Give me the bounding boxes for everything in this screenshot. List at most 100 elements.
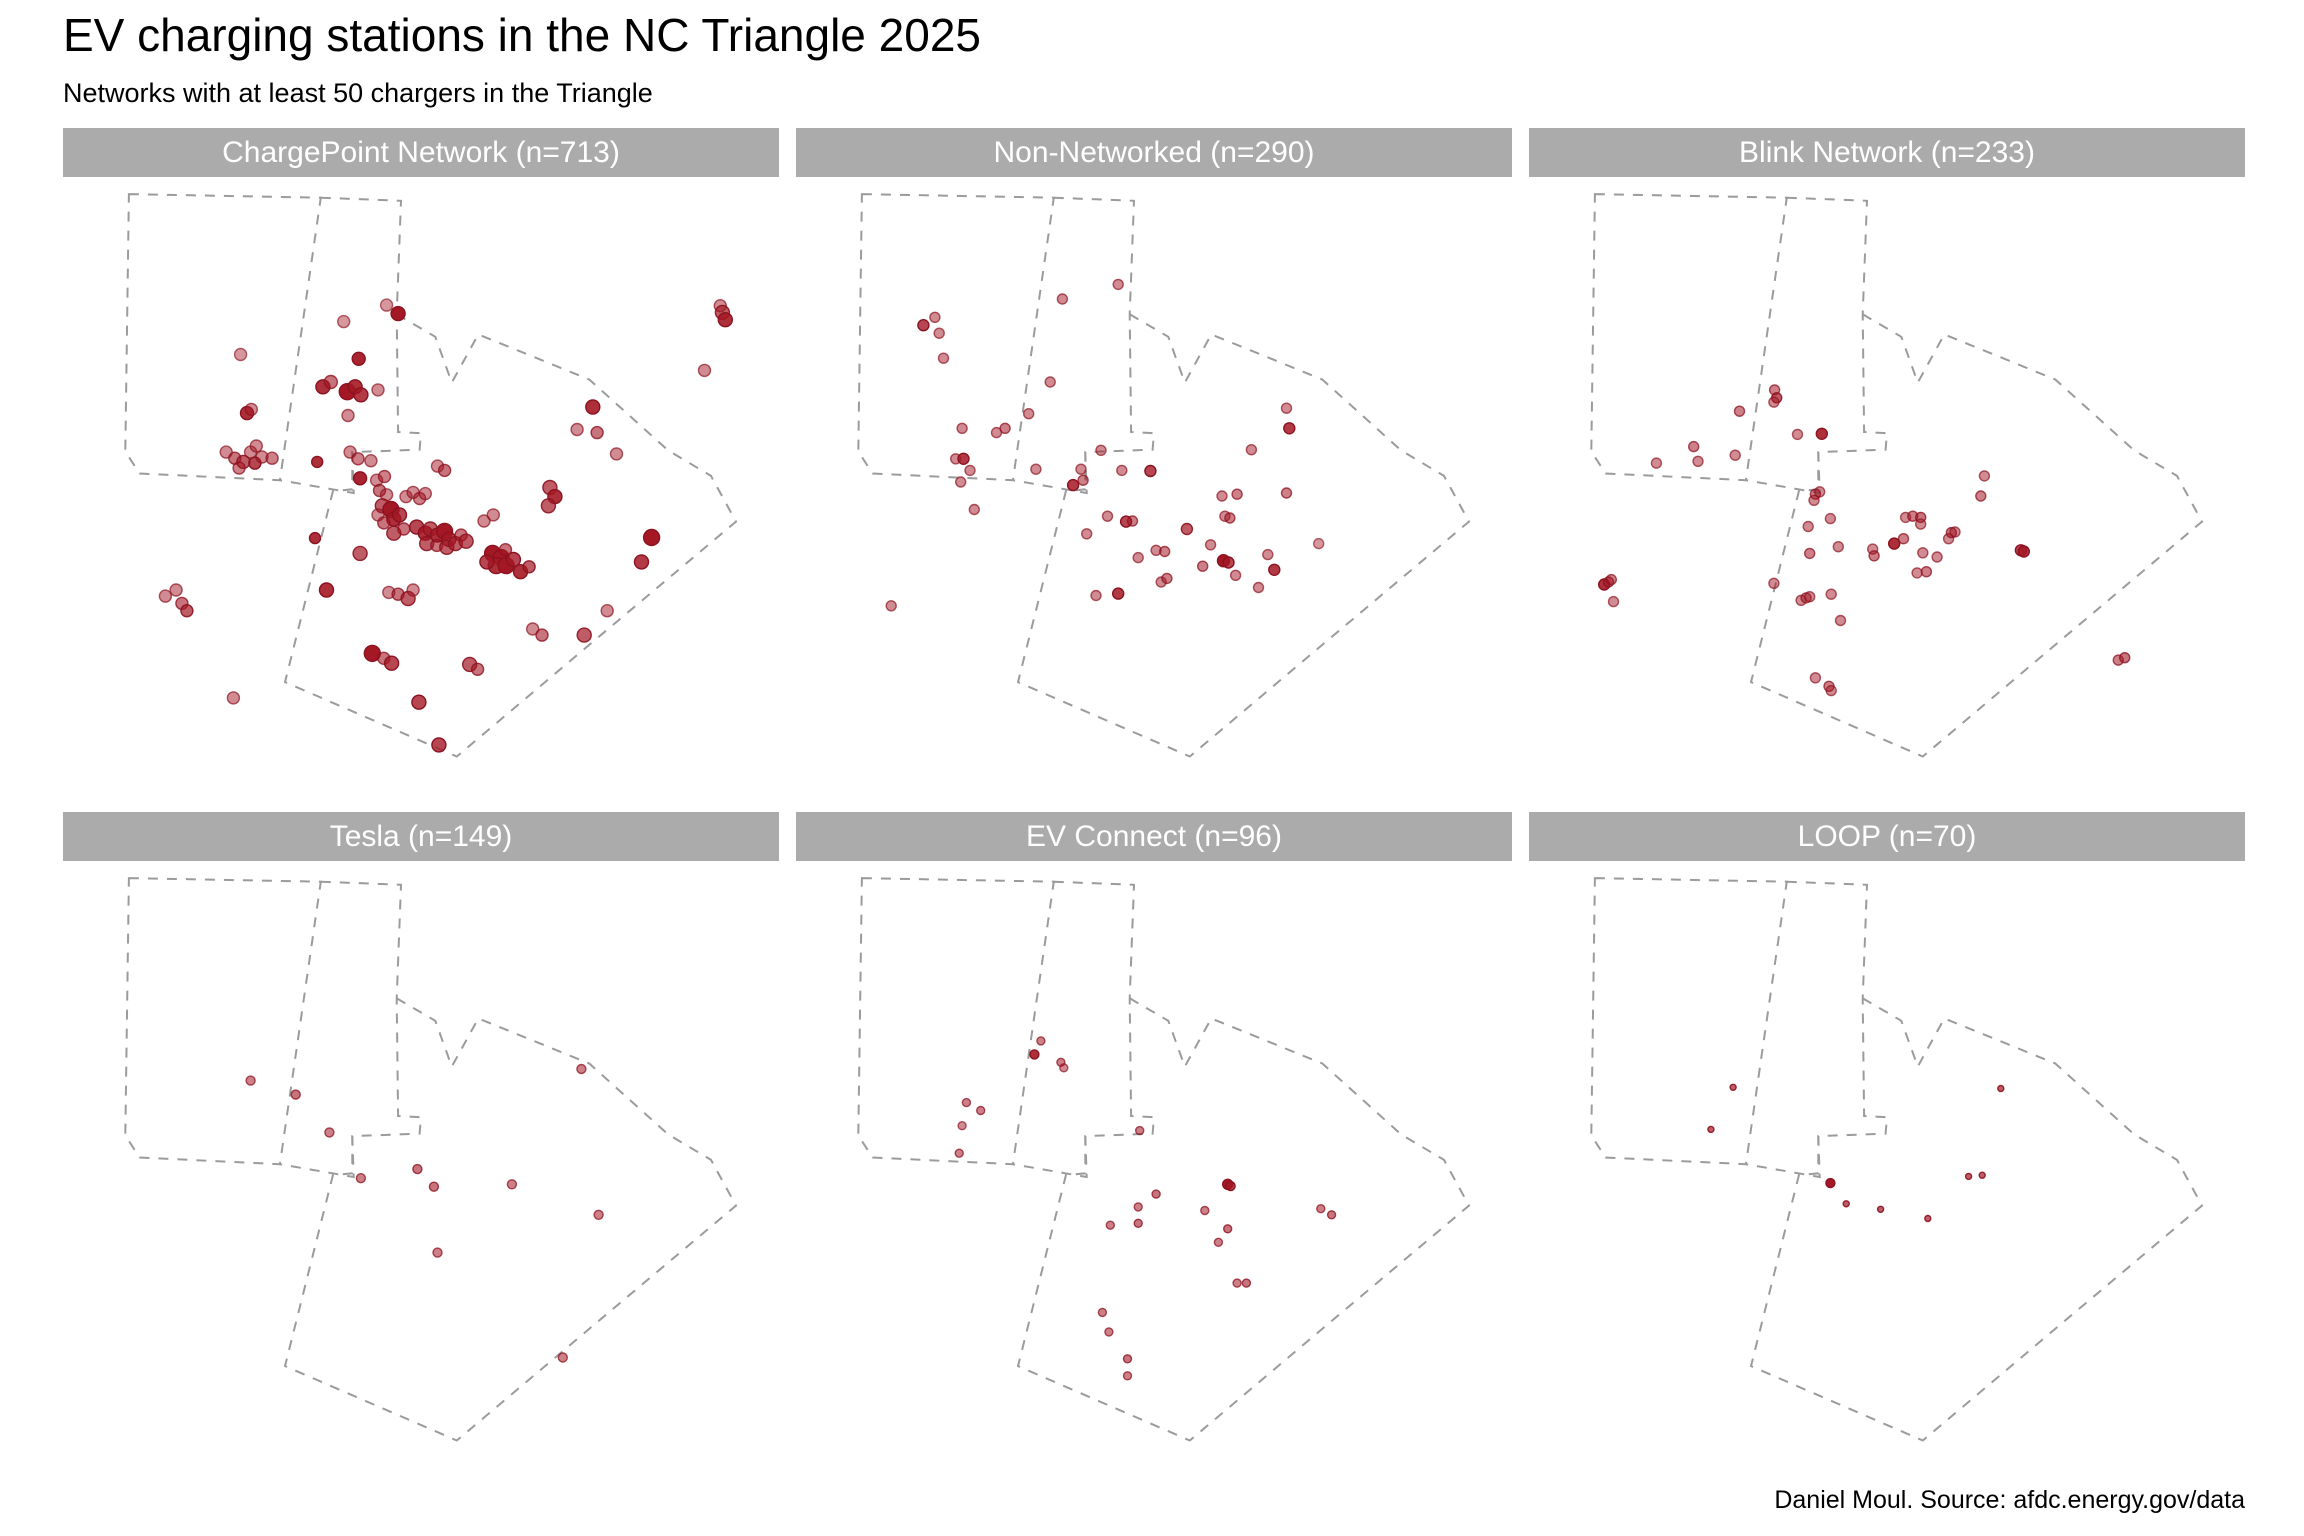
station-point	[1222, 556, 1235, 569]
station-point	[431, 737, 447, 753]
station-point	[964, 464, 976, 477]
station-point	[593, 1209, 604, 1220]
facet-map-ev-connect	[796, 861, 1512, 1471]
station-point	[1066, 478, 1080, 492]
facet-strip-label: Blink Network (n=233)	[1529, 128, 2245, 177]
station-point	[1804, 547, 1816, 560]
station-point	[1245, 444, 1258, 456]
station-point	[458, 533, 474, 549]
county-boundary	[124, 877, 322, 1166]
station-point	[1815, 427, 1828, 440]
station-point	[1133, 1218, 1143, 1228]
station-point	[2119, 652, 2131, 664]
station-point	[1915, 518, 1927, 530]
station-point	[1607, 595, 1620, 608]
station-point	[1122, 1354, 1133, 1364]
county-boundary	[1012, 196, 1156, 495]
station-point	[341, 408, 355, 423]
facet-map-tesla	[63, 861, 779, 1471]
station-point	[428, 1181, 440, 1192]
station-point	[1090, 589, 1102, 602]
chart-title: EV charging stations in the NC Triangle …	[63, 9, 981, 61]
facet-tesla: Tesla (n=149)	[63, 812, 779, 1471]
station-point	[917, 318, 930, 332]
station-point	[249, 439, 264, 453]
station-point	[432, 1247, 443, 1258]
station-point	[397, 522, 411, 536]
station-point	[1159, 545, 1171, 558]
station-point	[1056, 293, 1069, 305]
station-point	[290, 1089, 301, 1100]
county-boundary	[124, 193, 322, 482]
county-boundary	[1012, 880, 1156, 1179]
station-point	[1791, 428, 1804, 441]
station-point	[308, 531, 322, 545]
station-point	[412, 1163, 423, 1175]
station-point	[498, 543, 513, 557]
station-point	[477, 514, 491, 528]
station-point	[1808, 494, 1820, 506]
facet-strip-label: Tesla (n=149)	[63, 812, 779, 861]
station-point	[479, 554, 495, 570]
station-point	[1868, 550, 1880, 562]
county-boundary	[283, 313, 738, 758]
station-point	[999, 422, 1011, 435]
station-point	[697, 363, 712, 378]
station-point	[353, 387, 369, 403]
station-point	[1232, 1278, 1242, 1288]
station-point	[590, 425, 604, 440]
station-point	[1116, 464, 1128, 477]
station-point	[1029, 1049, 1040, 1060]
station-point	[1097, 1307, 1108, 1318]
station-point	[390, 305, 406, 322]
station-point	[1814, 486, 1826, 498]
station-point	[1225, 1180, 1236, 1192]
station-point	[1824, 512, 1837, 525]
station-point	[885, 600, 897, 612]
station-point	[576, 1063, 587, 1075]
facet-non-networked: Non-Networked (n=290)	[796, 128, 1512, 787]
station-point	[1135, 1125, 1145, 1136]
station-point	[1920, 566, 1933, 578]
station-point	[1931, 551, 1943, 563]
county-boundary	[279, 880, 423, 1179]
station-point	[411, 694, 427, 710]
station-point	[1144, 464, 1157, 478]
station-point	[1729, 449, 1741, 461]
station-point	[1105, 1220, 1115, 1230]
station-point	[1151, 1189, 1161, 1199]
station-point	[1229, 569, 1242, 581]
facet-map-blink	[1529, 177, 2245, 787]
station-point	[1213, 1237, 1224, 1247]
station-point	[1825, 1177, 1836, 1189]
station-point	[371, 508, 385, 522]
station-point	[1126, 515, 1139, 527]
station-point	[245, 1075, 256, 1086]
facet-ev-connect: EV Connect (n=96)	[796, 812, 1512, 1471]
station-point	[351, 452, 365, 466]
station-point	[957, 452, 970, 465]
station-point	[506, 1179, 518, 1190]
station-point	[1834, 614, 1847, 627]
station-point	[1224, 512, 1236, 524]
station-point	[355, 1173, 367, 1184]
station-point	[1101, 510, 1114, 522]
station-point	[1804, 591, 1816, 603]
station-point	[1268, 563, 1281, 576]
station-point	[1687, 440, 1700, 453]
station-point	[1313, 537, 1325, 550]
station-point	[158, 589, 173, 603]
station-point	[1075, 463, 1087, 475]
station-point	[929, 311, 941, 324]
station-point	[1650, 457, 1663, 469]
station-point	[391, 507, 408, 523]
station-point	[1280, 487, 1293, 499]
station-point	[642, 528, 661, 547]
facet-map-loop	[1529, 861, 2245, 1471]
station-point	[957, 1121, 967, 1131]
station-point	[1216, 490, 1228, 502]
station-point	[1911, 567, 1923, 579]
station-point	[169, 583, 183, 597]
station-point	[1077, 474, 1089, 486]
station-point	[265, 451, 279, 465]
